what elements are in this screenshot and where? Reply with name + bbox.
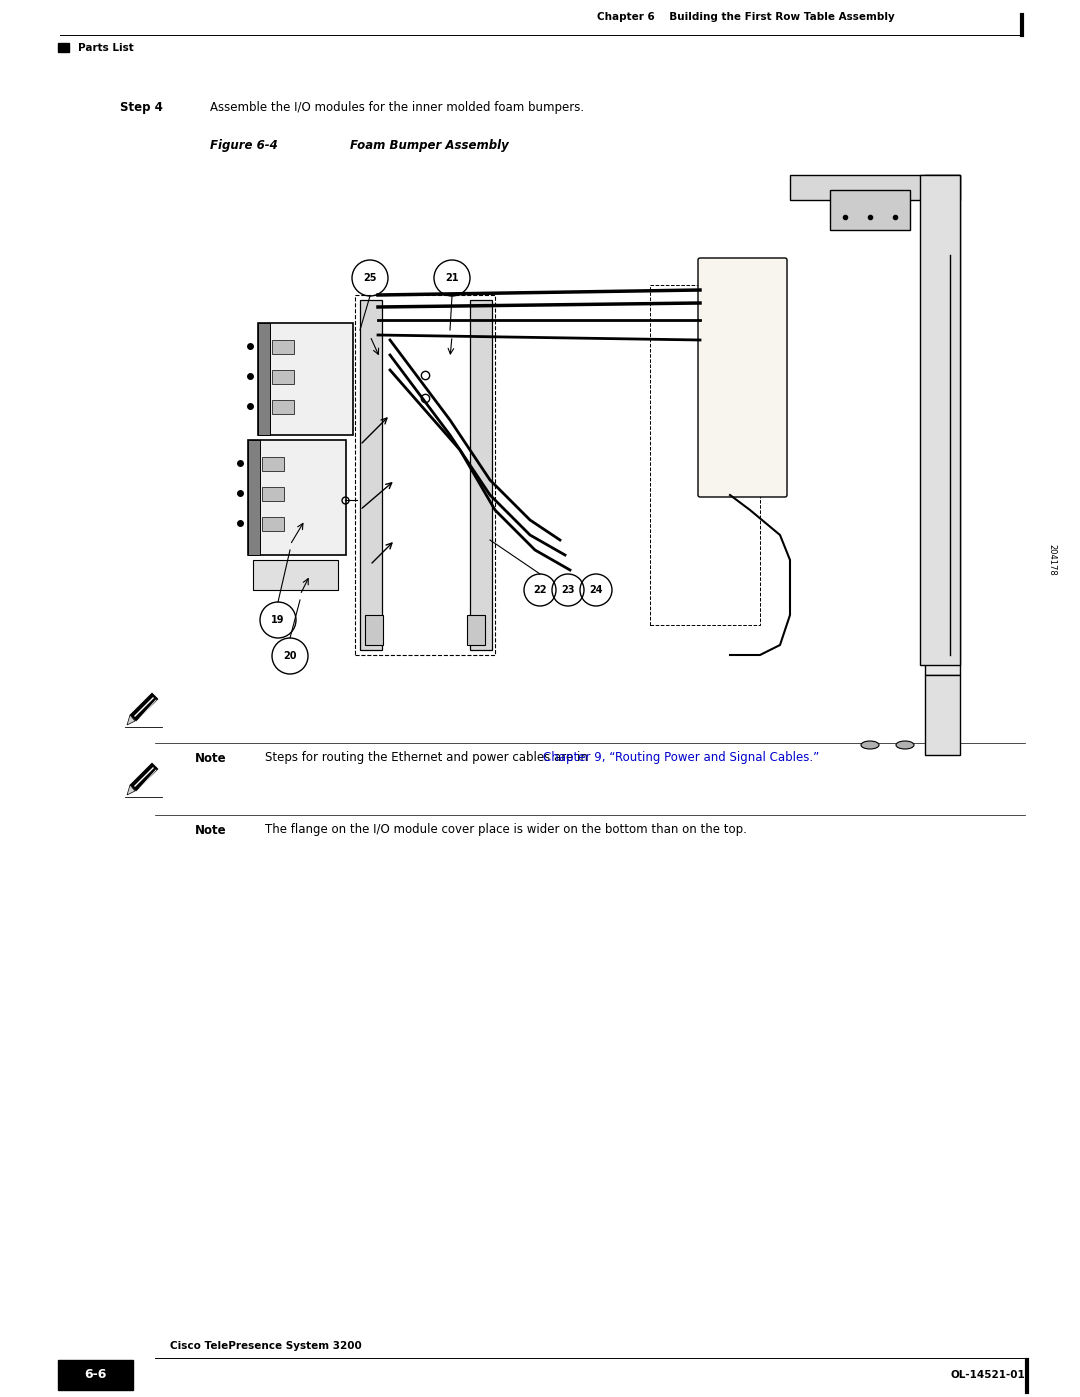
Text: Step 4: Step 4 (120, 102, 163, 115)
Bar (58, 1361, 133, 1390)
Text: 24: 24 (590, 585, 603, 595)
Text: Note: Note (195, 752, 227, 764)
Bar (272, 400, 294, 414)
Bar (248, 440, 346, 555)
Text: 20: 20 (283, 651, 297, 661)
Text: 23: 23 (562, 585, 575, 595)
Text: Parts List: Parts List (78, 43, 134, 53)
Polygon shape (127, 785, 135, 795)
Bar (58, 43, 69, 52)
FancyBboxPatch shape (698, 258, 787, 497)
Bar (360, 300, 382, 650)
Text: Note: Note (195, 823, 227, 837)
Bar (831, 190, 910, 231)
Bar (467, 615, 485, 645)
Bar (920, 175, 960, 665)
Bar (470, 300, 492, 650)
Bar (253, 560, 338, 590)
Bar (272, 370, 294, 384)
Bar (258, 323, 270, 434)
Bar (650, 285, 760, 624)
Text: 25: 25 (363, 272, 377, 284)
Bar (789, 175, 960, 200)
Ellipse shape (896, 740, 914, 749)
Text: Chapter 9, “Routing Power and Signal Cables.”: Chapter 9, “Routing Power and Signal Cab… (543, 752, 819, 764)
Bar (248, 440, 260, 555)
Text: 22: 22 (534, 585, 546, 595)
Text: 21: 21 (445, 272, 459, 284)
Text: Assemble the I/O modules for the inner molded foam bumpers.: Assemble the I/O modules for the inner m… (210, 102, 584, 115)
Text: Cisco TelePresence System 3200: Cisco TelePresence System 3200 (170, 1341, 362, 1351)
Text: 19: 19 (271, 615, 285, 624)
Bar (262, 488, 284, 502)
Ellipse shape (861, 740, 879, 749)
Bar (258, 323, 353, 434)
Polygon shape (130, 763, 158, 791)
Text: Steps for routing the Ethernet and power cables are in: Steps for routing the Ethernet and power… (265, 752, 592, 764)
Polygon shape (130, 693, 158, 721)
Bar (262, 457, 284, 471)
Text: The flange on the I/O module cover place is wider on the bottom than on the top.: The flange on the I/O module cover place… (265, 823, 747, 837)
Text: 204178: 204178 (1048, 543, 1056, 576)
Text: OL-14521-01: OL-14521-01 (950, 1370, 1025, 1380)
Bar (924, 675, 960, 754)
Bar (262, 517, 284, 531)
Bar (924, 175, 960, 675)
Text: Figure 6-4: Figure 6-4 (210, 138, 278, 151)
Bar (272, 339, 294, 353)
Text: Chapter 6    Building the First Row Table Assembly: Chapter 6 Building the First Row Table A… (597, 13, 895, 22)
Bar (365, 615, 383, 645)
Text: 6-6: 6-6 (84, 1369, 106, 1382)
Bar (355, 295, 495, 655)
Text: Foam Bumper Assembly: Foam Bumper Assembly (350, 138, 509, 151)
Polygon shape (127, 715, 135, 725)
